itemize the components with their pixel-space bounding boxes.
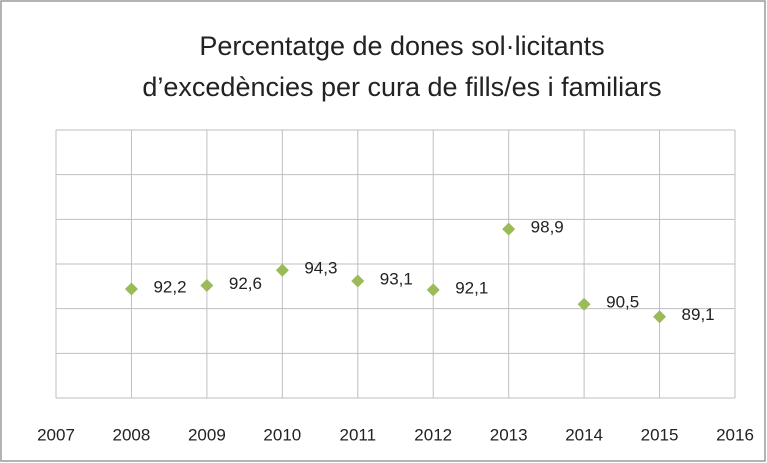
data-label: 92,6 bbox=[229, 274, 262, 293]
data-label: 92,2 bbox=[153, 277, 186, 296]
x-tick-label: 2008 bbox=[113, 425, 151, 444]
chart-title: d’excedències per cura de fills/es i fam… bbox=[142, 72, 661, 102]
point bbox=[351, 274, 365, 288]
data-label: 90,5 bbox=[606, 293, 639, 312]
x-tick-label: 2009 bbox=[188, 425, 226, 444]
point bbox=[124, 282, 138, 296]
data-label: 98,9 bbox=[531, 218, 564, 237]
x-tick-label: 2015 bbox=[641, 425, 679, 444]
data-label: 94,3 bbox=[304, 259, 337, 278]
x-tick-label: 2011 bbox=[339, 425, 376, 444]
point bbox=[577, 297, 591, 311]
data-label: 89,1 bbox=[682, 305, 715, 324]
point bbox=[275, 263, 289, 277]
point bbox=[200, 278, 214, 292]
x-tick-label: 2010 bbox=[263, 425, 301, 444]
chart-title: Percentatge de dones sol·licitants bbox=[199, 31, 604, 61]
data-label: 93,1 bbox=[380, 269, 413, 288]
x-tick-label: 2012 bbox=[414, 425, 452, 444]
x-tick-label: 2007 bbox=[37, 425, 75, 444]
x-tick-label: 2013 bbox=[490, 425, 528, 444]
data-label: 92,1 bbox=[455, 278, 488, 297]
point bbox=[502, 222, 516, 236]
x-tick-label: 2016 bbox=[716, 425, 754, 444]
point bbox=[653, 310, 667, 324]
x-tick-label: 2014 bbox=[565, 425, 603, 444]
point bbox=[426, 283, 440, 297]
